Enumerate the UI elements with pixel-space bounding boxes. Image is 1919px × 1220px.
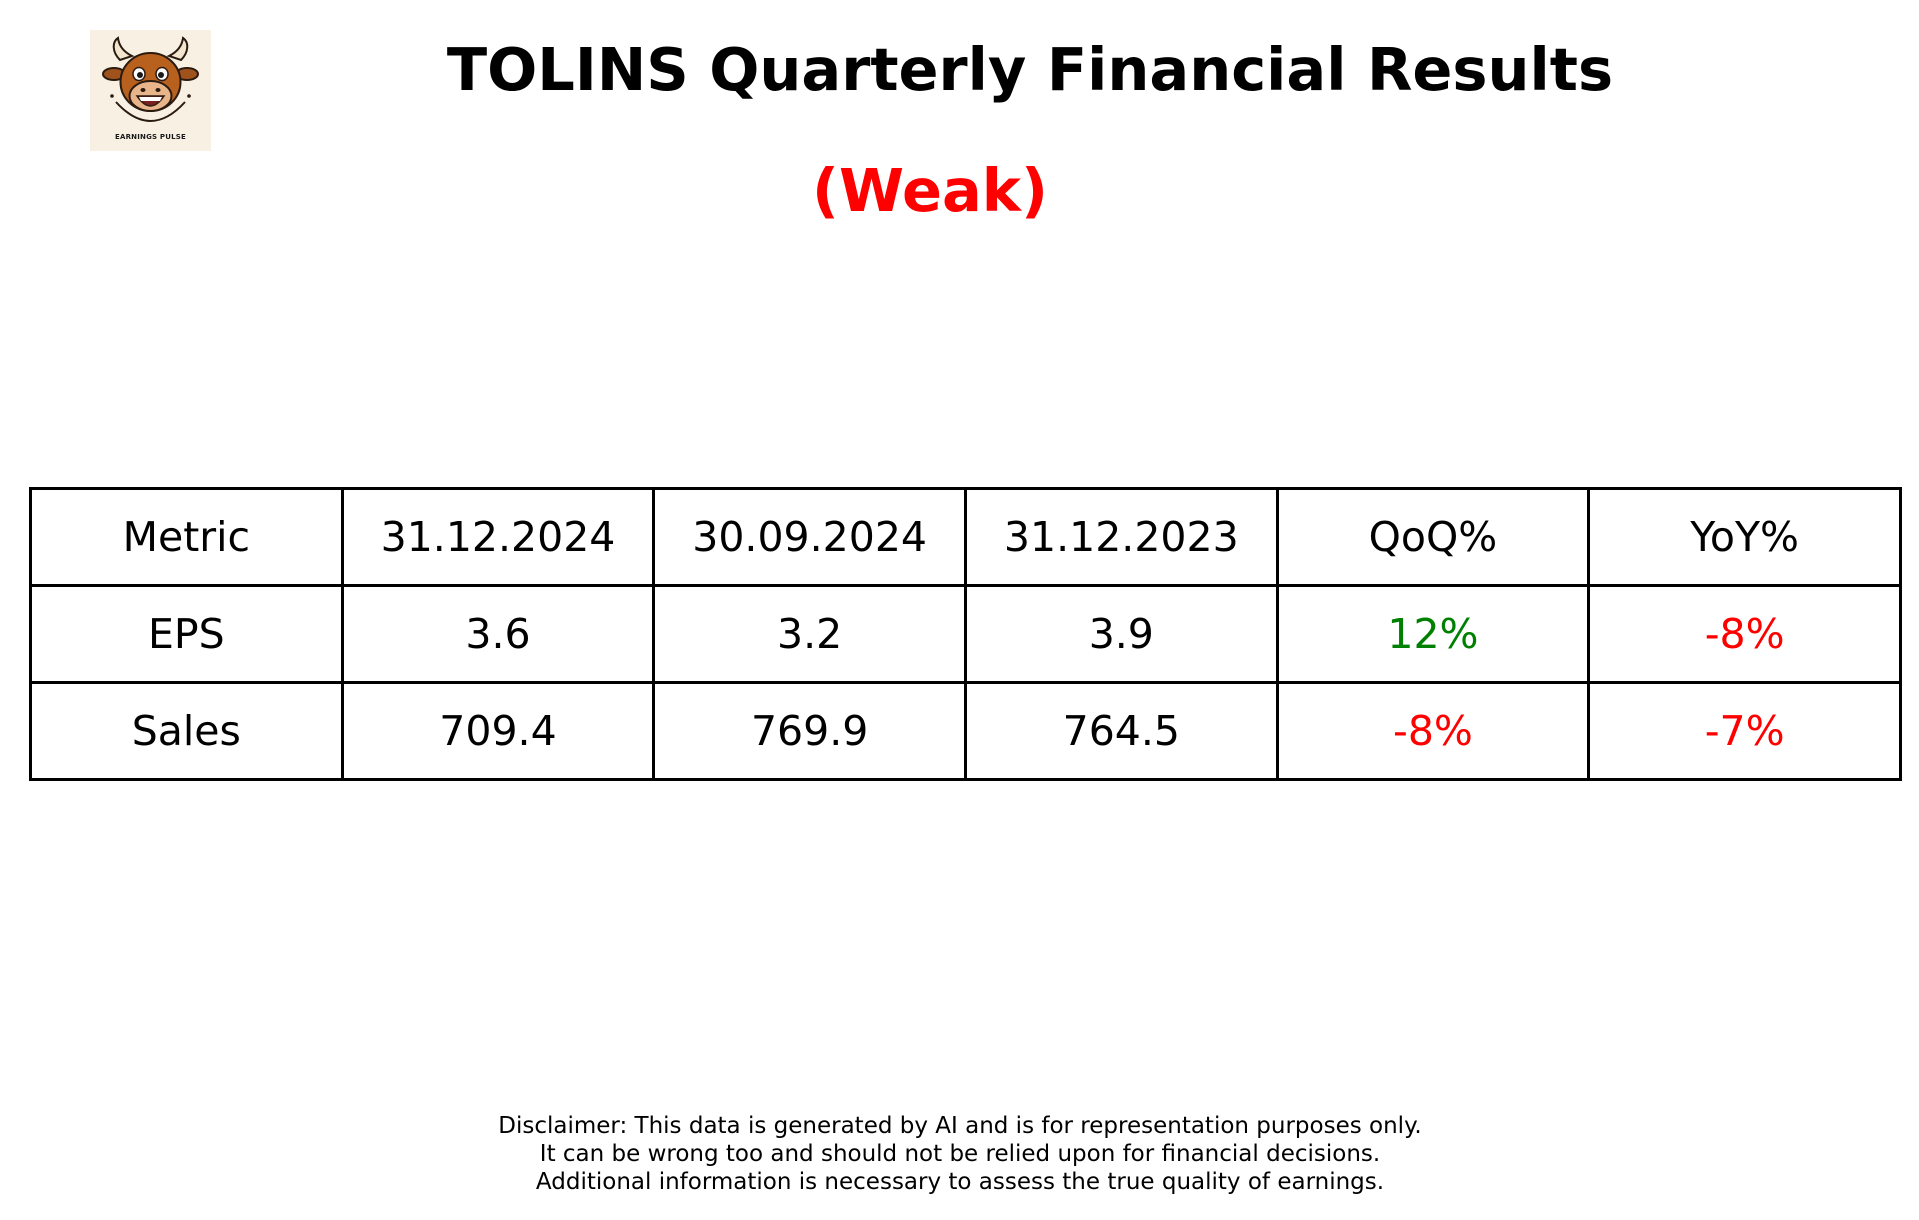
table-cell: -8% <box>1275 681 1591 781</box>
disclaimer-line: Disclaimer: This data is generated by AI… <box>498 1113 1422 1139</box>
table-cell: 12% <box>1275 584 1591 684</box>
table-cell: -7% <box>1587 681 1902 781</box>
table-cell: 709.4 <box>340 681 656 781</box>
table-cell: 764.5 <box>963 681 1279 781</box>
disclaimer: Disclaimer: This data is generated by AI… <box>360 1112 1560 1196</box>
bull-mascot-icon <box>102 36 199 122</box>
disclaimer-line: Additional information is necessary to a… <box>535 1169 1385 1195</box>
column-header: 31.12.2023 <box>963 487 1279 587</box>
disclaimer-line: It can be wrong too and should not be re… <box>539 1141 1381 1167</box>
table-cell: 769.9 <box>652 681 967 781</box>
logo: EARNINGS PULSE <box>90 30 211 151</box>
column-header: 30.09.2024 <box>652 487 967 587</box>
table-cell: Sales <box>29 681 344 781</box>
verdict-label: (Weak) <box>812 156 1048 225</box>
results-table: Metric 31.12.2024 30.09.2024 31.12.2023 … <box>29 487 1902 781</box>
column-header: QoQ% <box>1275 487 1591 587</box>
table-row-sales: Sales 709.4 769.9 764.5 -8% -7% <box>29 681 1902 781</box>
table-cell: 3.6 <box>340 584 656 684</box>
table-cell: -8% <box>1587 584 1902 684</box>
logo-caption: EARNINGS PULSE <box>114 133 187 141</box>
column-header: YoY% <box>1587 487 1902 587</box>
column-header: 31.12.2024 <box>340 487 656 587</box>
table-header-row: Metric 31.12.2024 30.09.2024 31.12.2023 … <box>29 487 1902 587</box>
table-cell: 3.2 <box>652 584 967 684</box>
table-row-eps: EPS 3.6 3.2 3.9 12% -8% <box>29 584 1902 684</box>
column-header: Metric <box>29 487 344 587</box>
table-cell: EPS <box>29 584 344 684</box>
page-title: TOLINS Quarterly Financial Results <box>446 35 1614 104</box>
table-cell: 3.9 <box>963 584 1279 684</box>
